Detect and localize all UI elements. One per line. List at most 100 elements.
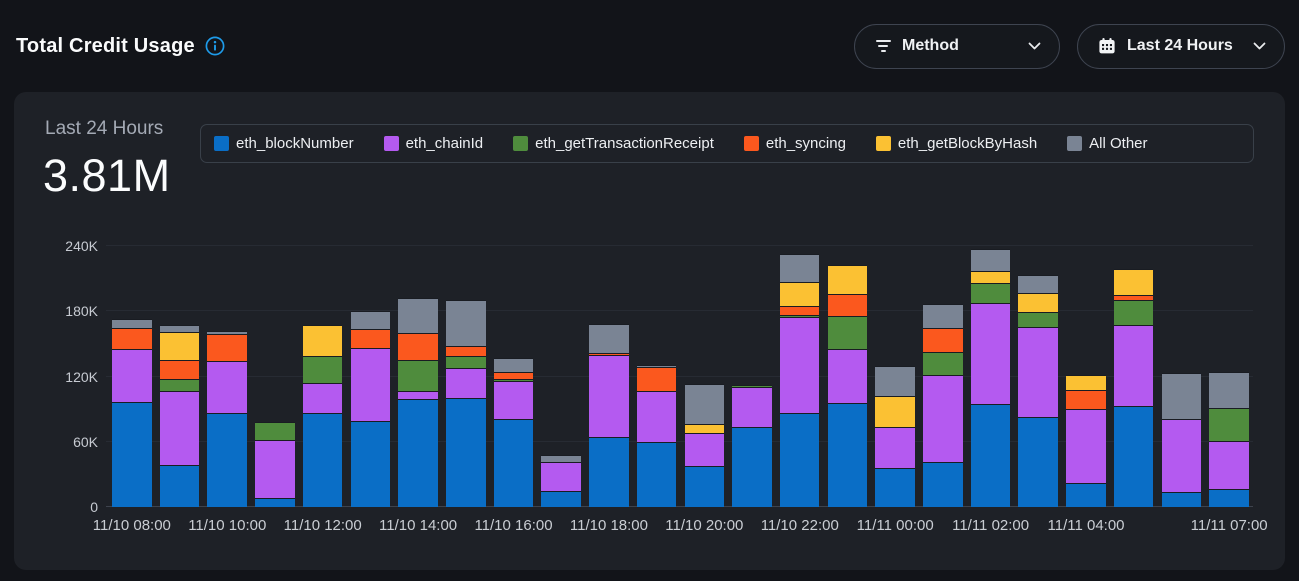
- bar-segment-all-other[interactable]: [1161, 373, 1202, 419]
- stacked-bar-11-11-07-00[interactable]: [1209, 246, 1249, 507]
- bar-segment-eth-chainid[interactable]: [112, 349, 152, 402]
- bar-segment-eth-blocknumber[interactable]: [541, 490, 581, 507]
- bar-segment-eth-blocknumber[interactable]: [112, 401, 152, 507]
- stacked-bar-11-10-16-00[interactable]: [493, 246, 534, 507]
- stacked-bar-11-11-02-00[interactable]: [970, 246, 1011, 507]
- bar-segment-all-other[interactable]: [636, 364, 677, 367]
- bar-segment-all-other[interactable]: [207, 330, 248, 335]
- bar-segment-eth-chainid[interactable]: [970, 302, 1011, 404]
- bar-segment-eth-chainid[interactable]: [398, 390, 438, 400]
- bar-segment-eth-gettransactionreceipt[interactable]: [398, 360, 438, 391]
- bar-segment-eth-blocknumber[interactable]: [827, 402, 868, 507]
- bar-segment-eth-getblockbyhash[interactable]: [970, 271, 1011, 283]
- bar-segment-eth-gettransactionreceipt[interactable]: [779, 314, 820, 317]
- method-filter-dropdown[interactable]: Method: [854, 23, 1060, 69]
- legend-item-all-other[interactable]: All Other: [1067, 135, 1148, 152]
- stacked-bar-11-10-21-00[interactable]: [732, 246, 772, 507]
- bar-segment-eth-gettransactionreceipt[interactable]: [923, 351, 963, 376]
- bar-segment-eth-chainid[interactable]: [493, 380, 534, 419]
- bar-segment-all-other[interactable]: [445, 300, 486, 347]
- bar-segment-all-other[interactable]: [350, 311, 391, 329]
- bar-segment-eth-gettransactionreceipt[interactable]: [827, 315, 868, 350]
- bar-segment-eth-chainid[interactable]: [684, 433, 725, 466]
- bar-segment-eth-gettransactionreceipt[interactable]: [493, 378, 534, 381]
- bar-segment-eth-blocknumber[interactable]: [1161, 491, 1202, 507]
- bar-segment-eth-syncing[interactable]: [112, 327, 152, 350]
- stacked-bar-11-11-05-00[interactable]: [1113, 246, 1154, 507]
- stacked-bar-11-10-19-00[interactable]: [636, 246, 677, 507]
- bar-segment-eth-blocknumber[interactable]: [970, 403, 1011, 507]
- bar-segment-eth-blocknumber[interactable]: [445, 398, 486, 507]
- bar-segment-eth-getblockbyhash[interactable]: [1018, 292, 1058, 313]
- bar-segment-eth-blocknumber[interactable]: [732, 426, 772, 507]
- info-icon[interactable]: [205, 36, 225, 56]
- bar-segment-eth-chainid[interactable]: [827, 349, 868, 403]
- bar-segment-all-other[interactable]: [541, 454, 581, 463]
- bar-segment-eth-gettransactionreceipt[interactable]: [970, 283, 1011, 303]
- bar-segment-eth-getblockbyhash[interactable]: [1113, 268, 1154, 295]
- bar-segment-eth-chainid[interactable]: [1209, 440, 1249, 489]
- bar-segment-eth-getblockbyhash[interactable]: [302, 325, 343, 356]
- bar-segment-eth-getblockbyhash[interactable]: [684, 424, 725, 434]
- bar-segment-eth-blocknumber[interactable]: [398, 399, 438, 507]
- stacked-bar-11-10-09-00[interactable]: [159, 246, 200, 507]
- bar-segment-all-other[interactable]: [970, 249, 1011, 272]
- legend-item-eth-syncing[interactable]: eth_syncing: [743, 135, 846, 152]
- stacked-bar-11-10-15-00[interactable]: [445, 246, 486, 507]
- bar-segment-eth-chainid[interactable]: [589, 354, 629, 438]
- bar-segment-eth-blocknumber[interactable]: [1066, 483, 1106, 507]
- stacked-bar-11-11-03-00[interactable]: [1018, 246, 1058, 507]
- bar-segment-eth-syncing[interactable]: [398, 333, 438, 361]
- legend-item-eth-chainid[interactable]: eth_chainId: [383, 135, 483, 152]
- stacked-bar-11-10-23-00[interactable]: [827, 246, 868, 507]
- stacked-bar-11-11-06-00[interactable]: [1161, 246, 1202, 507]
- bar-segment-all-other[interactable]: [684, 384, 725, 425]
- bar-segment-eth-syncing[interactable]: [1066, 389, 1106, 410]
- bar-segment-eth-syncing[interactable]: [1113, 294, 1154, 301]
- bar-segment-eth-blocknumber[interactable]: [159, 464, 200, 507]
- bar-segment-eth-gettransactionreceipt[interactable]: [1209, 408, 1249, 441]
- bar-segment-eth-gettransactionreceipt[interactable]: [159, 378, 200, 391]
- stacked-bar-11-11-04-00[interactable]: [1066, 246, 1106, 507]
- bar-segment-eth-syncing[interactable]: [445, 346, 486, 356]
- bar-segment-eth-getblockbyhash[interactable]: [1066, 375, 1106, 390]
- bar-segment-eth-chainid[interactable]: [541, 462, 581, 491]
- bar-segment-eth-chainid[interactable]: [350, 348, 391, 422]
- bar-segment-eth-syncing[interactable]: [636, 366, 677, 391]
- bar-segment-all-other[interactable]: [779, 253, 820, 282]
- stacked-bar-11-11-00-00[interactable]: [875, 246, 915, 507]
- bar-segment-eth-chainid[interactable]: [445, 367, 486, 399]
- stacked-bar-11-10-12-00[interactable]: [302, 246, 343, 507]
- legend-item-eth-blocknumber[interactable]: eth_blockNumber: [214, 135, 354, 152]
- bar-segment-eth-syncing[interactable]: [159, 360, 200, 379]
- bar-segment-all-other[interactable]: [159, 325, 200, 332]
- bar-segment-all-other[interactable]: [589, 324, 629, 353]
- bar-segment-eth-blocknumber[interactable]: [684, 465, 725, 507]
- bar-segment-eth-chainid[interactable]: [1113, 325, 1154, 406]
- stacked-bar-11-10-17-00[interactable]: [541, 246, 581, 507]
- bar-segment-eth-gettransactionreceipt[interactable]: [732, 385, 772, 388]
- bar-segment-eth-chainid[interactable]: [923, 375, 963, 463]
- bar-segment-all-other[interactable]: [923, 303, 963, 328]
- bar-segment-eth-chainid[interactable]: [207, 361, 248, 414]
- bar-segment-eth-chainid[interactable]: [1018, 326, 1058, 417]
- bar-segment-eth-syncing[interactable]: [589, 352, 629, 355]
- stacked-bar-11-10-14-00[interactable]: [398, 246, 438, 507]
- bar-segment-all-other[interactable]: [112, 318, 152, 328]
- bar-segment-eth-chainid[interactable]: [1066, 409, 1106, 484]
- bar-segment-eth-gettransactionreceipt[interactable]: [1113, 300, 1154, 326]
- bar-segment-eth-gettransactionreceipt[interactable]: [1018, 312, 1058, 327]
- bar-segment-eth-blocknumber[interactable]: [255, 498, 295, 507]
- bar-segment-eth-syncing[interactable]: [827, 293, 868, 316]
- bar-segment-eth-gettransactionreceipt[interactable]: [255, 422, 295, 440]
- bar-segment-eth-syncing[interactable]: [350, 328, 391, 349]
- bar-segment-eth-syncing[interactable]: [779, 305, 820, 315]
- bar-segment-eth-blocknumber[interactable]: [1018, 416, 1058, 507]
- bar-segment-eth-blocknumber[interactable]: [207, 413, 248, 507]
- stacked-bar-11-10-20-00[interactable]: [684, 246, 725, 507]
- bar-segment-eth-chainid[interactable]: [1161, 418, 1202, 492]
- bar-segment-eth-chainid[interactable]: [159, 390, 200, 465]
- bar-segment-eth-blocknumber[interactable]: [1209, 488, 1249, 507]
- stacked-bar-11-10-10-00[interactable]: [207, 246, 248, 507]
- bar-segment-eth-blocknumber[interactable]: [923, 462, 963, 507]
